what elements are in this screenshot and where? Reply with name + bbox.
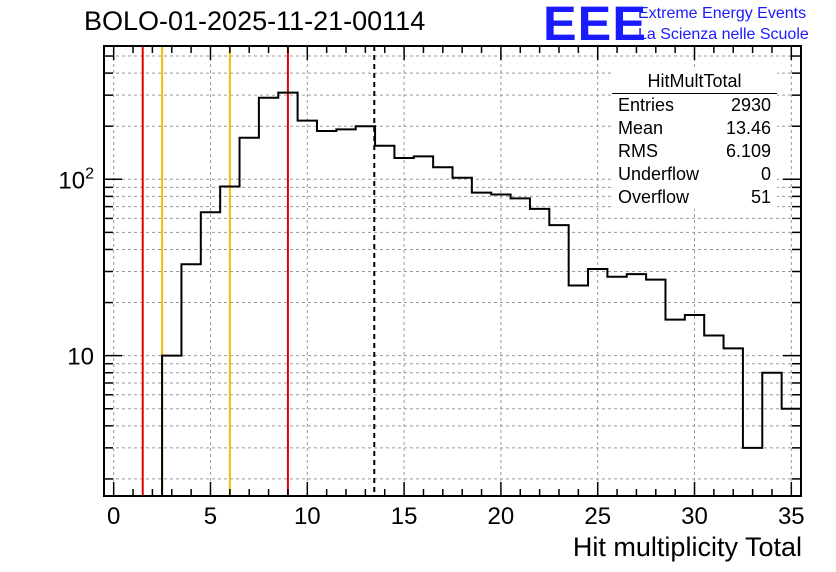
stats-box: HitMultTotal Entries 2930 Mean 13.46 RMS 6.… — [612, 70, 777, 209]
stats-value: 51 — [750, 187, 771, 207]
stats-title: HitMultTotal — [612, 70, 777, 94]
stats-value: 6.109 — [725, 141, 771, 161]
histogram-series — [104, 91, 801, 497]
logo-line-2: La Scienza nelle Scuole — [638, 26, 809, 43]
x-tick-label: 30 — [681, 503, 708, 530]
logo-line-1: Extreme Energy Events — [638, 5, 807, 22]
stats-value: 0 — [760, 164, 771, 184]
x-axis-title: Hit multiplicity Total — [572, 532, 802, 562]
stats-value: 2930 — [730, 95, 771, 115]
stats-value: 13.46 — [725, 118, 771, 138]
stats-label: RMS — [618, 141, 658, 161]
x-tick-label: 0 — [107, 503, 120, 530]
stats-row-entries: Entries 2930 — [612, 94, 777, 117]
stats-label: Entries — [618, 95, 675, 115]
x-tick-label: 25 — [584, 503, 611, 530]
stats-row-underflow: Underflow 0 — [612, 163, 777, 186]
eee-logo-mark: EEE — [543, 0, 647, 51]
stats-row-rms: RMS 6.109 — [612, 140, 777, 163]
x-tick-label: 15 — [391, 503, 418, 530]
y-tick-label: 10 — [67, 344, 94, 371]
x-tick-label: 10 — [294, 503, 321, 530]
x-tick-label: 5 — [204, 503, 217, 530]
stats-label: Mean — [618, 118, 664, 138]
eee-logo-text: Extreme Energy Events La Scienza nelle S… — [638, 3, 809, 45]
stats-row-overflow: Overflow 51 — [612, 186, 777, 209]
y-tick-label: 102 — [58, 165, 94, 194]
stats-label: Overflow — [618, 187, 690, 207]
x-tick-label: 35 — [778, 503, 805, 530]
stats-row-mean: Mean 13.46 — [612, 117, 777, 140]
x-tick-label: 20 — [488, 503, 515, 530]
stats-label: Underflow — [618, 164, 700, 184]
histogram-line — [104, 91, 801, 497]
plot-title: BOLO-01-2025-11-21-00114 — [84, 6, 426, 36]
